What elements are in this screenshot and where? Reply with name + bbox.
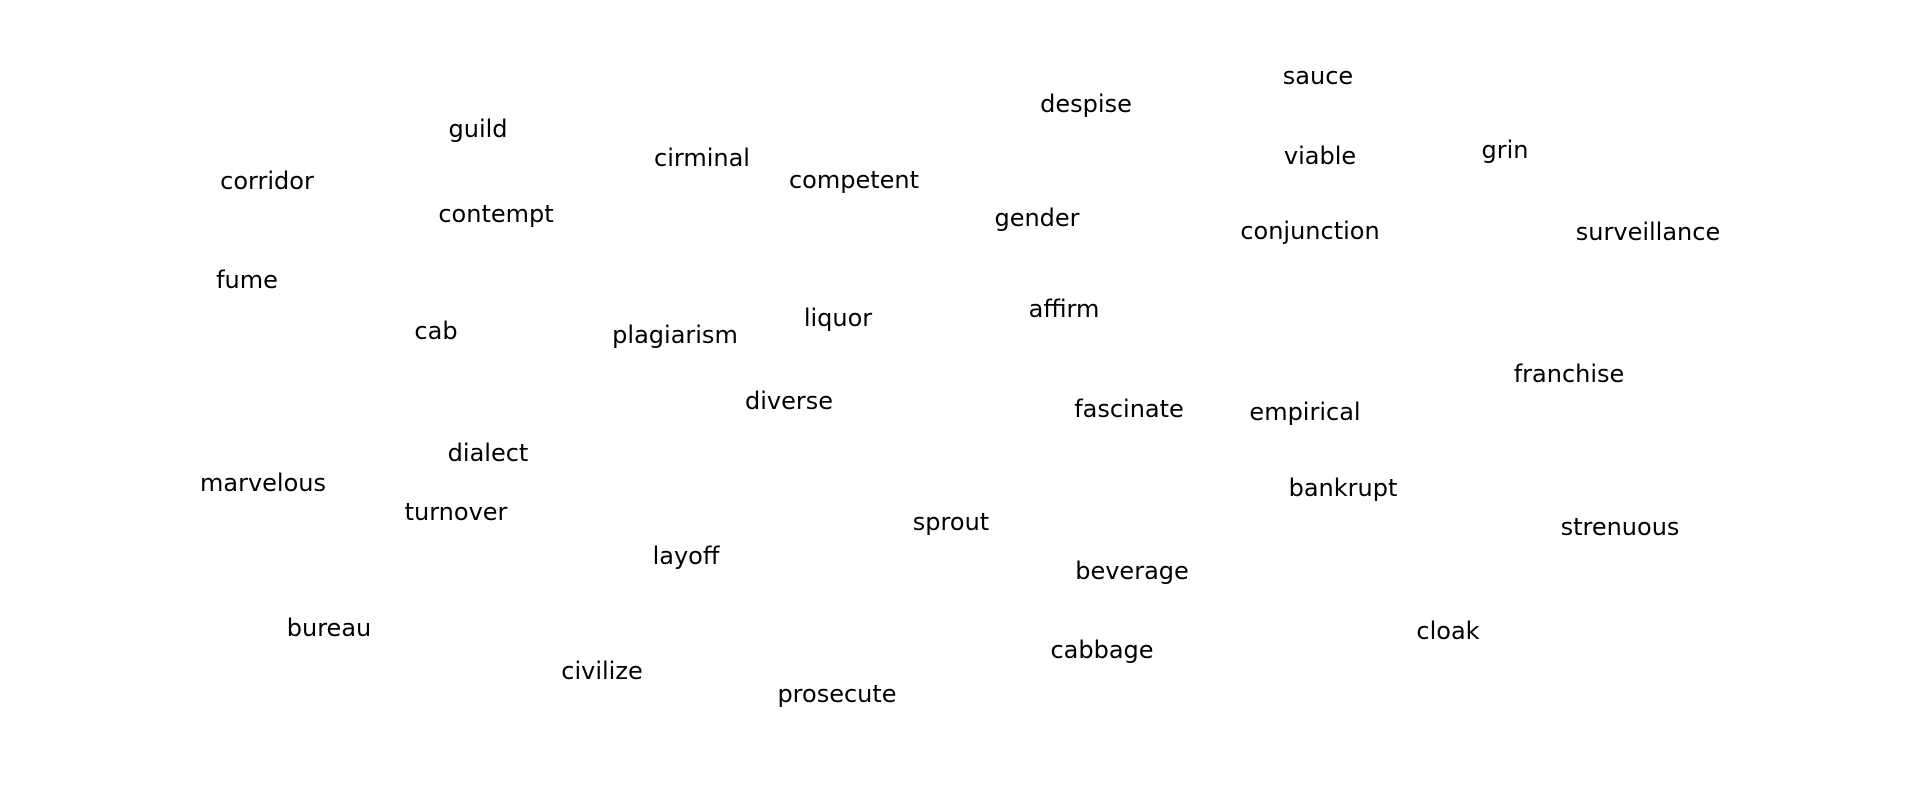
word-dialect: dialect xyxy=(447,439,529,467)
word-prosecute: prosecute xyxy=(777,680,897,708)
word-bankrupt: bankrupt xyxy=(1288,474,1398,502)
word-cab: cab xyxy=(414,317,458,345)
word-contempt: contempt xyxy=(438,200,554,228)
word-sprout: sprout xyxy=(912,508,990,536)
word-fascinate: fascinate xyxy=(1074,395,1184,423)
word-plagiarism: plagiarism xyxy=(612,321,738,349)
word-diverse: diverse xyxy=(744,387,834,415)
word-cabbage: cabbage xyxy=(1050,636,1154,664)
word-cloak: cloak xyxy=(1416,617,1480,645)
word-despise: despise xyxy=(1040,90,1132,118)
word-strenuous: strenuous xyxy=(1560,513,1680,541)
word-corridor: corridor xyxy=(220,167,314,195)
word-guild: guild xyxy=(448,115,508,143)
word-gender: gender xyxy=(994,204,1080,232)
word-bureau: bureau xyxy=(286,614,372,642)
word-surveillance: surveillance xyxy=(1575,218,1721,246)
word-layoff: layoff xyxy=(652,542,720,570)
word-marvelous: marvelous xyxy=(200,469,326,497)
word-viable: viable xyxy=(1283,142,1357,170)
word-empirical: empirical xyxy=(1249,398,1361,426)
word-franchise: franchise xyxy=(1513,360,1625,388)
word-liquor: liquor xyxy=(803,304,873,332)
word-fume: fume xyxy=(216,266,278,294)
word-civilize: civilize xyxy=(561,657,643,685)
word-cirminal: cirminal xyxy=(654,144,750,172)
word-sauce: sauce xyxy=(1282,62,1354,90)
word-beverage: beverage xyxy=(1075,557,1189,585)
word-conjunction: conjunction xyxy=(1240,217,1380,245)
word-affirm: affirm xyxy=(1028,295,1100,323)
word-grin: grin xyxy=(1481,136,1529,164)
word-competent: competent xyxy=(788,166,920,194)
word-turnover: turnover xyxy=(404,498,508,526)
